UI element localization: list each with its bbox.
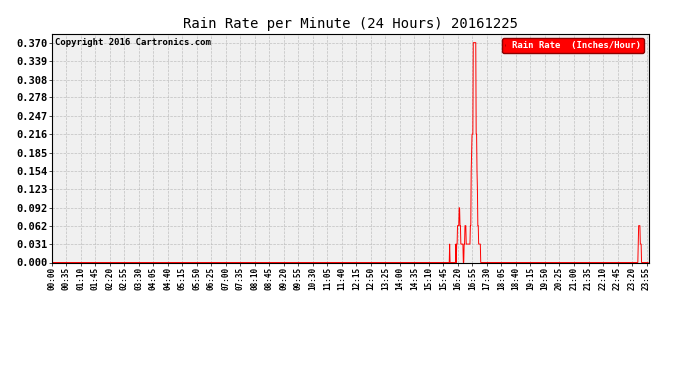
- Legend: Rain Rate  (Inches/Hour): Rain Rate (Inches/Hour): [502, 38, 644, 53]
- Title: Rain Rate per Minute (24 Hours) 20161225: Rain Rate per Minute (24 Hours) 20161225: [183, 17, 518, 31]
- Text: Copyright 2016 Cartronics.com: Copyright 2016 Cartronics.com: [55, 38, 210, 47]
